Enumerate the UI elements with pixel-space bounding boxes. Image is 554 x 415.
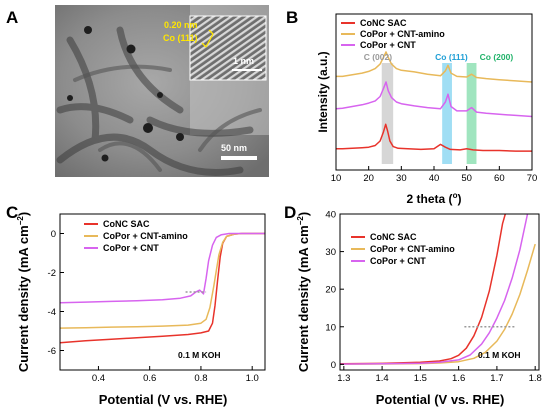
panel-c-orr-chart: C 0.4 0.6 0.8 1.0 -6 -4 -2 0 Potential (V vs. R…: [6, 203, 266, 407]
y-tick-label: -2: [48, 268, 56, 279]
x-axis-title: Potential (V vs. RHE): [99, 392, 228, 407]
panel-d-label: D: [284, 203, 296, 222]
legend-label-copor-cnt-amino: CoPor + CNT-amino: [370, 244, 455, 254]
legend: CoNC SAC CoPor + CNT-amino CoPor + CNT: [84, 219, 188, 253]
y-tick-label: 0: [51, 229, 56, 240]
x-tick-label: 1.0: [246, 373, 259, 384]
legend-label-conc-sac: CoNC SAC: [360, 18, 407, 28]
x-ticks: 10 20 30 40 50 60 70: [331, 166, 538, 184]
y-axis-title: Current density (mA cm−2): [296, 212, 311, 372]
y-tick-label: 10: [325, 322, 336, 333]
legend: CoNC SAC CoPor + CNT-amino CoPor + CNT: [351, 232, 455, 266]
series-line-copor-cnt: [336, 81, 532, 118]
x-tick-label: 40: [429, 173, 440, 184]
y-axis-title: Intensity (a.u.): [316, 51, 330, 132]
x-tick-label: 0.8: [194, 373, 207, 384]
panel-d-oer-chart: D 1.3 1.4 1.5 1.6 1.7 1.8 0 10 20 30 40 Potential …: [284, 203, 542, 407]
x-axis-title: Potential (V vs. RHE): [376, 392, 505, 407]
legend-label-copor-cnt: CoPor + CNT: [370, 256, 426, 266]
inset-spacing-label: 0.20 nm: [164, 20, 198, 30]
panel-a-label: A: [6, 8, 18, 27]
panel-b-label: B: [286, 8, 298, 27]
x-tick-label: 1.6: [452, 373, 465, 384]
legend-label-conc-sac: CoNC SAC: [103, 219, 150, 229]
series-lines: [336, 51, 532, 152]
series-line-copor-cnt: [60, 232, 265, 304]
band-label-co-111: Co (111): [435, 52, 468, 62]
peak-bands: [381, 63, 477, 164]
y-tick-label: 0: [331, 360, 336, 371]
plot-frame: [339, 213, 540, 371]
scale-bar-label: 50 nm: [221, 143, 247, 153]
x-tick-label: 50: [461, 173, 472, 184]
y-tick-label: 30: [325, 247, 336, 258]
band-label-c-002: C (002): [364, 52, 393, 62]
band-co-200: [466, 63, 477, 164]
x-tick-label: 20: [363, 173, 374, 184]
series-line-copor-cnt-amino: [336, 51, 532, 83]
x-tick-label: 10: [331, 173, 342, 184]
inset-scale-label: 1 nm: [233, 56, 254, 66]
x-tick-label: 70: [527, 173, 538, 184]
x-tick-label: 30: [396, 173, 407, 184]
band-co-111: [442, 63, 452, 164]
panel-a: A: [6, 5, 269, 177]
panel-c-label: C: [6, 203, 18, 222]
x-tick-label: 1.4: [375, 373, 388, 384]
band-label-co-200: Co (200): [480, 52, 514, 62]
x-tick-label: 1.5: [414, 373, 427, 384]
y-tick-label: 20: [325, 285, 336, 296]
y-tick-label: -6: [48, 346, 56, 357]
tem-image: 0.20 nm Co (111) 1 nm 50 nm: [55, 5, 269, 177]
legend-label-copor-cnt: CoPor + CNT: [360, 40, 416, 50]
legend-label-conc-sac: CoNC SAC: [370, 232, 417, 242]
band-c-002: [381, 63, 394, 164]
legend-label-copor-cnt-amino: CoPor + CNT-amino: [360, 29, 445, 39]
series-line-conc-sac: [336, 123, 532, 152]
band-labels: C (002) Co (111) Co (200): [364, 52, 514, 62]
series-line-copor-cnt: [340, 214, 529, 365]
plot-frame: [59, 213, 266, 371]
axis-ticks: 0.4 0.6 0.8 1.0 -6 -4 -2 0: [48, 229, 259, 384]
x-tick-label: 1.7: [490, 373, 503, 384]
x-tick-label: 1.8: [529, 373, 542, 384]
x-tick-label: 0.4: [92, 373, 105, 384]
tem-inset: 0.20 nm Co (111) 1 nm: [163, 15, 267, 81]
inset-plane-label: Co (111): [163, 33, 198, 43]
scale-bar: [221, 156, 257, 160]
y-tick-label: -4: [48, 307, 56, 318]
legend-label-copor-cnt: CoPor + CNT: [103, 243, 159, 253]
electrolyte-annotation: 0.1 M KOH: [478, 350, 521, 360]
series-lines: [60, 232, 265, 344]
y-tick-label: 40: [325, 210, 336, 221]
legend-label-copor-cnt-amino: CoPor + CNT-amino: [103, 231, 188, 241]
series-lines: [340, 214, 536, 365]
x-tick-label: 1.3: [337, 373, 350, 384]
electrolyte-annotation: 0.1 M KOH: [178, 350, 221, 360]
x-axis-title: 2 theta (o): [407, 191, 462, 206]
x-tick-label: 60: [494, 173, 505, 184]
axis-ticks: 1.3 1.4 1.5 1.6 1.7 1.8 0 10 20 30 40: [325, 210, 541, 385]
series-line-conc-sac: [340, 214, 507, 365]
panel-b-xrd-chart: B 10 20 30 40 50 60 70 2 theta (o) Intensity (…: [286, 8, 537, 206]
x-tick-label: 0.6: [143, 373, 156, 384]
y-axis-title: Current density (mA cm−2): [16, 212, 31, 372]
